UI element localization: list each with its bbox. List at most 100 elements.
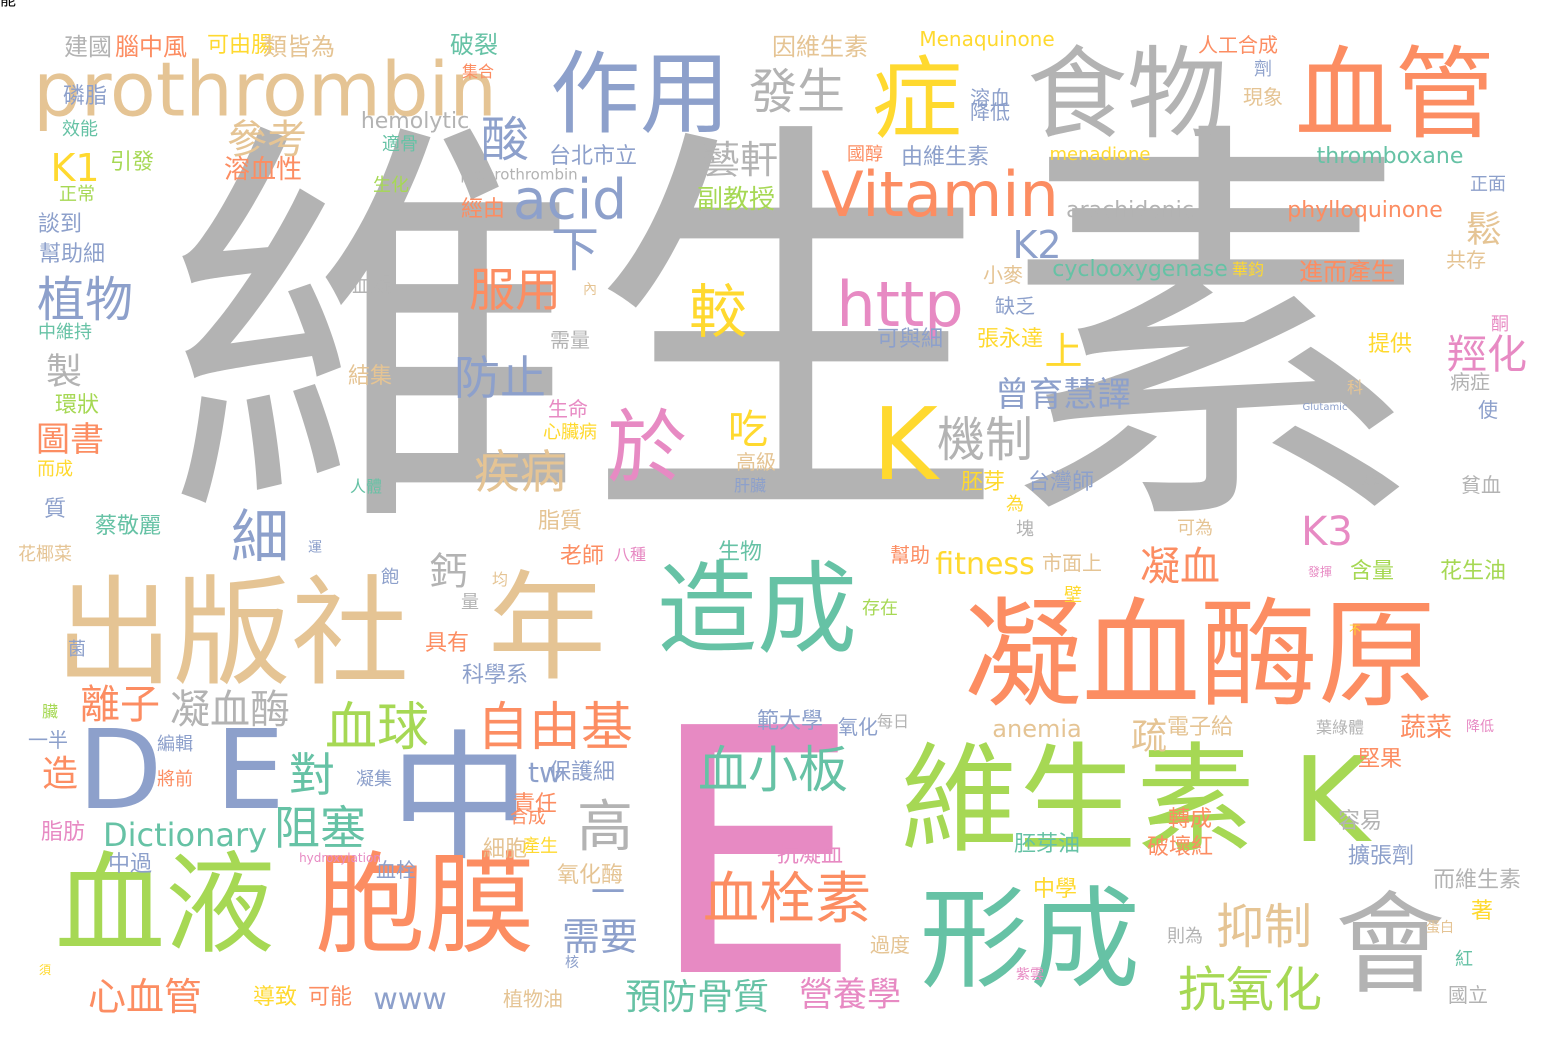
- word-121: 可能: [307, 985, 353, 1010]
- word-7: 食物: [1027, 36, 1227, 153]
- word-40: 羥化: [1447, 332, 1527, 378]
- word-144: 高級: [736, 450, 776, 474]
- word-168: 將前: [157, 769, 193, 790]
- word-60: 心血管: [87, 975, 203, 1019]
- word-175: 合成: [510, 807, 546, 828]
- word-107: anemia: [992, 715, 1082, 743]
- word-179: 紅: [1455, 949, 1473, 970]
- word-88: 副教授: [696, 185, 776, 215]
- word-197: 須: [38, 963, 52, 977]
- word-39: 上: [1038, 331, 1082, 369]
- word-19: 造成: [657, 551, 857, 668]
- word-10: 症: [872, 47, 962, 152]
- word-102: 含量: [1349, 559, 1395, 584]
- word-154: 中維持: [38, 322, 92, 343]
- word-194: 菌: [68, 639, 86, 660]
- word-81: 台北市立: [548, 144, 638, 169]
- word-50: 凝血酶: [170, 687, 290, 733]
- word-191: 均: [491, 570, 509, 589]
- word-136: 病症: [1450, 370, 1490, 394]
- word-71: 建國: [64, 33, 112, 61]
- word-203: 紫雲: [1016, 967, 1044, 983]
- word-151: 正常: [59, 184, 95, 205]
- word-93: 引發: [109, 150, 155, 175]
- word-181: 塊: [1016, 519, 1034, 540]
- word-105: 科學系: [461, 663, 529, 688]
- word-80: 溶血性: [223, 155, 303, 185]
- word-61: Dictionary: [102, 816, 268, 854]
- word-183: 需量: [550, 328, 590, 352]
- word-84: thromboxane: [1316, 144, 1464, 169]
- word-119: 中學: [1032, 877, 1078, 902]
- word-46: 自由基: [476, 698, 634, 758]
- word-4: 維生素 K: [900, 731, 1370, 869]
- word-118: 抗凝血: [776, 843, 844, 868]
- word-173: 血栓: [376, 858, 416, 882]
- word-12: D: [77, 706, 163, 834]
- word-101: 市面上: [1042, 551, 1102, 575]
- word-155: 而成: [37, 459, 73, 480]
- word-108: 蔬菜: [1399, 713, 1453, 743]
- word-169: 人體: [349, 477, 383, 496]
- word-188: 不: [1348, 623, 1362, 637]
- word-156: 質: [43, 497, 67, 522]
- word-48: 血小板: [698, 741, 848, 799]
- word-110: 保護細: [548, 760, 616, 785]
- word-143: 心臟病: [543, 422, 597, 443]
- word-37: 吃: [728, 407, 768, 453]
- word-96: 環狀: [54, 393, 100, 418]
- word-90: 進而產生: [1299, 258, 1395, 286]
- word-133: 溶血: [970, 86, 1010, 110]
- word-190: 運: [308, 540, 322, 556]
- word-70: 圖書: [36, 420, 104, 460]
- word-163: 每日: [876, 712, 910, 731]
- word-189: 酮: [1491, 314, 1509, 335]
- word-162: hydroxylation: [299, 851, 381, 865]
- word-26: 酸: [480, 112, 530, 168]
- word-27: 下: [550, 222, 600, 278]
- word-204: 導能: [0, 0, 16, 8]
- word-120: 導致: [252, 985, 298, 1010]
- word-1: 維生素: [165, 90, 1425, 579]
- word-20: 於: [594, 405, 687, 485]
- word-180: 可為: [1177, 518, 1213, 539]
- word-3: 凝血酶原: [963, 586, 1437, 724]
- word-146: 脂質: [537, 509, 583, 534]
- word-45: 凝血: [1140, 544, 1220, 590]
- word-28: 植物: [36, 272, 134, 328]
- word-185: 內: [583, 282, 597, 298]
- word-165: 葉綠體: [1315, 718, 1365, 737]
- word-64: tw: [528, 756, 562, 789]
- word-147: 八種: [613, 545, 647, 564]
- word-30: K1: [50, 146, 100, 190]
- word-5: 出版社: [54, 564, 410, 702]
- word-115: 擴張劑: [1347, 844, 1415, 869]
- word-2: E: [647, 657, 863, 1052]
- word-89: 由維生素: [900, 145, 990, 170]
- word-149: 具有: [424, 631, 470, 656]
- word-116: 而維生素: [1432, 868, 1522, 893]
- word-159: 國醇: [847, 144, 883, 165]
- word-83: 經由: [460, 197, 506, 222]
- word-134: 降低: [970, 100, 1010, 124]
- word-65: 鈣: [423, 551, 467, 589]
- word-103: 花生油: [1439, 559, 1507, 584]
- word-33: 防止: [454, 351, 546, 405]
- word-78: 人工合成: [1198, 33, 1278, 57]
- word-127: 中過: [107, 852, 153, 877]
- word-137: 使: [1478, 398, 1498, 422]
- word-199: 菠菜: [1360, 476, 1380, 487]
- word-161: Glutamic: [1302, 402, 1348, 413]
- word-86: phylloquinone: [1287, 198, 1443, 223]
- word-54: 血栓素: [703, 867, 871, 932]
- word-135: 共存: [1446, 248, 1486, 272]
- word-170: 生化: [373, 175, 409, 196]
- word-47: 血球: [324, 698, 430, 758]
- word-59: 營養學: [799, 975, 901, 1015]
- word-106: 範大學: [756, 709, 824, 734]
- word-49: 離子: [80, 682, 160, 728]
- word-111: 責任: [512, 792, 558, 817]
- word-164: 氧化: [838, 715, 878, 739]
- word-131: 貧血: [1461, 473, 1501, 497]
